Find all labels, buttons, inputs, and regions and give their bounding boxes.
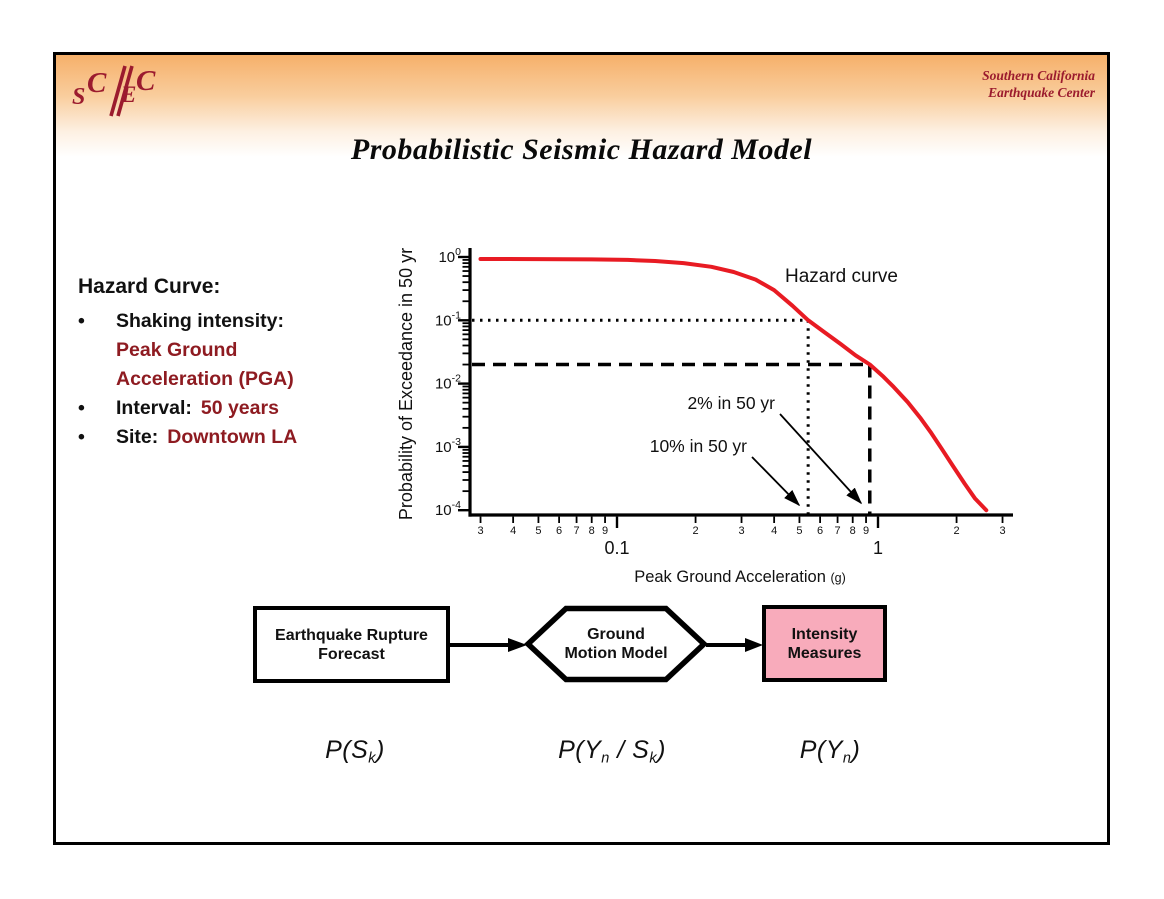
x-minor-tick-label: 5 <box>796 525 802 537</box>
x-minor-tick-label: 3 <box>738 525 744 537</box>
bullet-label: Interval: <box>116 397 192 419</box>
bullet-value-line1: Peak Ground <box>116 339 238 361</box>
flow-node-ground-motion-model: Ground Motion Model <box>523 602 709 686</box>
bullet-content: Interval: 50 years <box>116 394 279 423</box>
flow-node-label-line1: Ground <box>587 626 645 643</box>
logo-letter-e: E <box>121 82 137 107</box>
formula-text: / S <box>609 736 650 764</box>
bullet-marker: • <box>78 426 85 448</box>
x-minor-tick-label: 8 <box>589 525 595 537</box>
x-minor-tick-label: 3 <box>477 525 483 537</box>
bullet-label: Shaking intensity: <box>116 310 284 332</box>
org-line-2: Earthquake Center <box>988 85 1095 100</box>
y-axis-label: Probability of Exceedance in 50 yr <box>396 248 416 520</box>
flow-node-earthquake-rupture-forecast: Earthquake Rupture Forecast <box>253 606 450 683</box>
flow-node-label-line1: Earthquake Rupture <box>275 626 428 644</box>
annotation-arrow-icon <box>751 456 801 507</box>
y-tick-label: 10-4 <box>435 499 461 519</box>
formula-text: ) <box>376 736 385 764</box>
bullet-value-line2: Acceleration (PGA) <box>116 368 294 390</box>
logo-double-slash-icon <box>109 65 134 117</box>
flow-node-label-line1: Intensity <box>791 625 858 643</box>
y-tick-label: 10-3 <box>435 436 461 456</box>
logo-letter-c1: C <box>87 67 107 99</box>
logo-letter-c2: C <box>136 65 156 97</box>
x-minor-tick-label: 6 <box>556 525 562 537</box>
slide-title: Probabilistic Seismic Hazard Model <box>350 133 813 166</box>
hazard-curve-info: Hazard Curve: • Shaking intensity: Peak … <box>78 275 408 452</box>
hazard-curve <box>478 257 989 513</box>
logo-letter-s: S <box>72 84 86 110</box>
x-minor-tick-label: 7 <box>574 525 580 537</box>
y-tick-label: 10-2 <box>435 373 461 393</box>
x-minor-tick-label: 4 <box>510 525 516 537</box>
curve-label: Hazard curve <box>785 266 898 287</box>
flow-node-label-line2: Forecast <box>318 645 385 663</box>
bullet-label: Site: <box>116 426 159 448</box>
bullet-value: Downtown LA <box>167 426 298 448</box>
slide-frame: S C E C Southern California Earthquake C… <box>53 52 1110 845</box>
formula-subscript: k <box>368 750 377 767</box>
x-minor-tick-label: 9 <box>602 525 608 537</box>
annotation-arrow-icon <box>779 413 863 505</box>
org-line-1: Southern California <box>982 68 1095 83</box>
bullet-item-shaking: • Shaking intensity: Peak Ground Acceler… <box>78 307 408 394</box>
x-axis-label: Peak Ground Acceleration (g) <box>634 568 846 586</box>
hexagon-shape <box>523 605 709 683</box>
annotation-label: 2% in 50 yr <box>687 393 775 413</box>
x-minor-tick-label: 2 <box>954 525 960 537</box>
x-minor-tick-label: 9 <box>863 525 869 537</box>
formula-text: P(Y <box>558 736 602 764</box>
x-major-tick-label: 1 <box>873 538 883 558</box>
bullet-content: Shaking intensity: Peak Ground Accelerat… <box>116 307 294 394</box>
formula-p-yn-given-sk: P(Yn / Sk) <box>532 736 692 766</box>
y-tick-label: 100 <box>438 246 461 266</box>
formula-subscript: n <box>601 750 610 767</box>
hazard-curve-chart: 100 10-1 10-2 10-3 10-4 3 4 5 6 7 8 9 2 3 4 5 6 7 8 9 2 3 0.1 1… <box>395 200 1035 600</box>
formula-text: P(S <box>325 736 369 764</box>
bullet-item-interval: • Interval: 50 years <box>78 394 408 423</box>
formula-text: P(Y <box>799 736 843 764</box>
x-major-tick-label: 0.1 <box>604 538 629 558</box>
x-minor-tick-label: 7 <box>835 525 841 537</box>
formula-subscript: n <box>842 750 852 767</box>
flow-arrow-2-icon <box>706 638 763 652</box>
x-minor-tick-label: 4 <box>771 525 777 537</box>
bullet-item-site: • Site: Downtown LA <box>78 423 408 452</box>
scec-logo: S C E C <box>70 65 180 117</box>
bullet-marker: • <box>78 397 85 419</box>
y-tick-label: 10-1 <box>435 309 461 329</box>
x-minor-tick-label: 5 <box>535 525 541 537</box>
flow-node-label-line2: Motion Model <box>564 645 668 662</box>
formula-p-sk: P(Sk) <box>275 736 435 766</box>
x-minor-tick-label: 3 <box>999 525 1005 537</box>
x-minor-tick-label: 6 <box>817 525 823 537</box>
flow-arrow-1-icon <box>450 638 527 652</box>
bullet-value: 50 years <box>200 397 279 419</box>
flow-node-intensity-measures: Intensity Measures <box>762 605 887 682</box>
bullet-marker: • <box>78 310 85 332</box>
flow-node-label-line2: Measures <box>787 644 862 662</box>
org-name: Southern California Earthquake Center <box>982 67 1095 101</box>
annotation-label: 10% in 50 yr <box>650 436 747 456</box>
formula-p-yn: P(Yn) <box>750 736 910 766</box>
x-minor-tick-label: 2 <box>693 525 699 537</box>
formula-text: ) <box>851 736 861 764</box>
formula-subscript: k <box>649 750 658 767</box>
x-minor-tick-label: 8 <box>850 525 856 537</box>
header-banner <box>56 55 1107 157</box>
flow-node-label: Ground Motion Model <box>523 602 709 686</box>
bullet-content: Site: Downtown LA <box>116 423 297 452</box>
formula-text: ) <box>657 736 666 764</box>
info-heading: Hazard Curve: <box>78 275 221 298</box>
